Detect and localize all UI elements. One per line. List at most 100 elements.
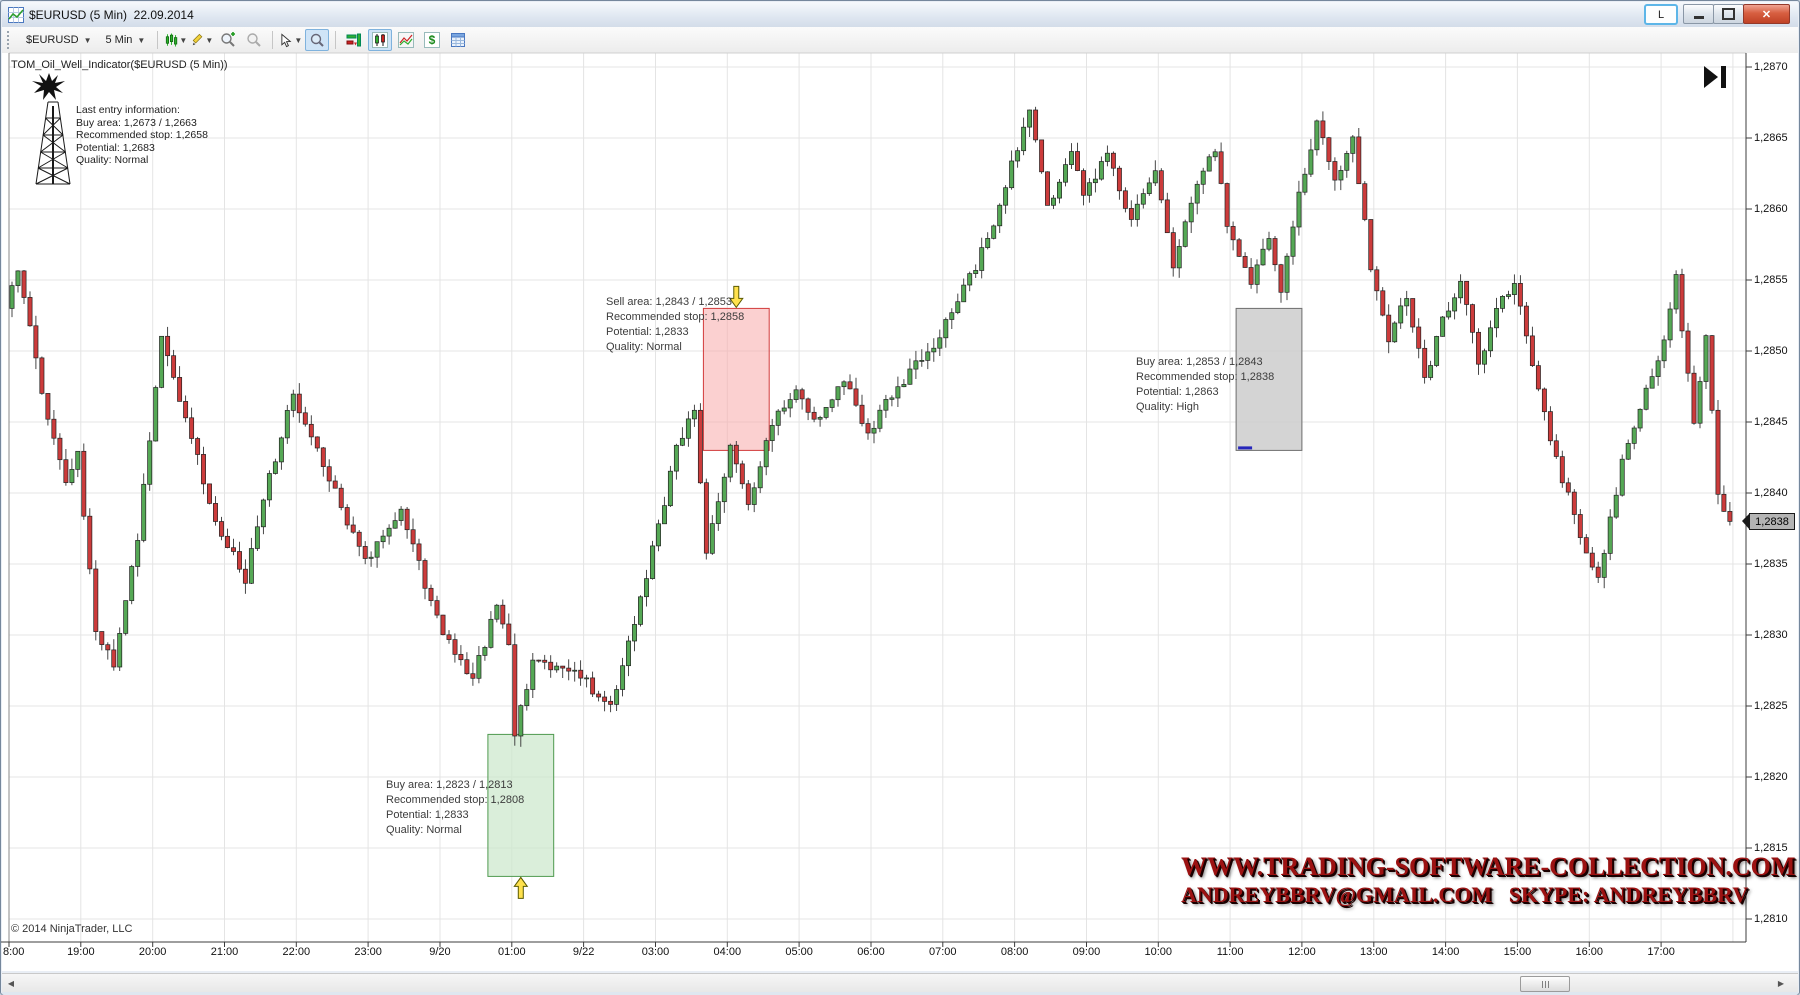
chevron-down-icon: ▼: [205, 35, 214, 45]
link-button[interactable]: L: [1644, 4, 1678, 25]
instrument-selector[interactable]: $EURUSD ▼: [19, 31, 99, 49]
x-axis-label: 03:00: [641, 946, 670, 958]
cursor-tool-button[interactable]: ▼: [279, 29, 303, 51]
y-axis-label: 1,2860: [1754, 203, 1788, 215]
x-axis-label: 9/22: [572, 946, 595, 958]
chevron-down-icon: ▼: [179, 35, 188, 45]
last-entry-line: Recommended stop: 1,2658: [76, 129, 208, 141]
annotation-line: Quality: Normal: [606, 341, 682, 353]
chart-style-button[interactable]: ▼: [164, 29, 188, 51]
y-axis-label: 1,2855: [1754, 274, 1788, 286]
chevron-down-icon: ▼: [83, 35, 92, 45]
line-chart-icon: [398, 32, 415, 48]
x-axis-label: 19:00: [67, 946, 95, 958]
maximize-button[interactable]: [1713, 4, 1744, 24]
chart-type-candle-button[interactable]: [368, 29, 393, 51]
chart-region[interactable]: [2, 53, 1798, 971]
y-axis-label: 1,2870: [1754, 61, 1788, 73]
x-axis-label: 14:00: [1431, 946, 1460, 958]
x-axis-label: 9/20: [429, 946, 451, 958]
x-axis-label: 12:00: [1288, 946, 1316, 958]
cursor-icon: [281, 32, 292, 47]
chevron-down-icon: ▼: [137, 35, 146, 45]
x-axis-label: 17:00: [1647, 946, 1675, 958]
horizontal-scrollbar[interactable]: ◀ ▶: [2, 973, 1798, 994]
y-axis-label: 1,2815: [1754, 842, 1788, 854]
x-axis-label: 13:00: [1360, 946, 1388, 958]
table-grid-icon: [451, 33, 466, 47]
window-title: $EURUSD (5 Min) 22.09.2014: [29, 7, 194, 22]
y-axis-label: 1,2825: [1754, 700, 1788, 712]
toolbar-separator: [272, 31, 274, 49]
last-entry-line: Last entry information:: [76, 104, 180, 116]
y-axis-label: 1,2840: [1754, 487, 1788, 499]
annotation-line: Buy area: 1,2853 / 1,2843: [1136, 356, 1263, 368]
close-icon: ✕: [1761, 8, 1772, 21]
zoom-in-icon: [221, 32, 236, 47]
sell-area-annotation: Sell area: 1,2843 / 1,2853 Recommended s…: [606, 295, 744, 355]
scrollbar-thumb[interactable]: [1520, 976, 1570, 992]
x-axis-label: 01:00: [498, 946, 526, 958]
x-axis-label: 08:00: [1000, 946, 1029, 958]
svg-text:$: $: [429, 33, 436, 47]
chart-type-line-button[interactable]: [394, 29, 418, 51]
buy-area-annotation: Buy area: 1,2823 / 1,2813 Recommended st…: [386, 778, 524, 838]
last-entry-line: Potential: 1,2683: [76, 141, 155, 154]
x-axis-label: 22:00: [282, 946, 311, 958]
x-axis-label: 21:00: [210, 946, 239, 958]
bid-ask-bars-icon: [346, 33, 362, 47]
chart-window-icon: [8, 6, 24, 23]
dollar-icon: $: [424, 32, 441, 48]
drawing-tools-button[interactable]: ▼: [190, 29, 214, 51]
pencil-icon: [193, 33, 203, 45]
last-entry-line: Quality: Normal: [76, 154, 149, 166]
minimize-button[interactable]: [1683, 4, 1714, 24]
annotation-line: Potential: 1,2833: [386, 809, 469, 821]
title-bar[interactable]: $EURUSD (5 Min) 22.09.2014 L ✕: [2, 2, 1798, 28]
copyright-label: © 2014 NinjaTrader, LLC: [11, 923, 133, 935]
y-axis-label: 1,2845: [1754, 416, 1788, 428]
chevron-down-icon: ▼: [294, 35, 303, 45]
buy-area-high-annotation: Buy area: 1,2853 / 1,2843 Recommended st…: [1136, 355, 1274, 415]
x-axis-label: 10:00: [1144, 946, 1173, 958]
zoom-out-button[interactable]: [242, 29, 266, 51]
x-axis-label: 11:00: [1216, 946, 1244, 958]
zoom-in-button[interactable]: [216, 29, 240, 51]
window-bottom-border: [2, 992, 1798, 995]
minimize-icon: [1693, 16, 1704, 19]
annotation-line: Potential: 1,2833: [606, 326, 689, 338]
scroll-left-button[interactable]: ◀: [7, 979, 15, 988]
magnifier-icon: [311, 33, 325, 47]
annotation-line: Potential: 1,2863: [1136, 386, 1219, 398]
y-axis-label: 1,2865: [1754, 132, 1788, 144]
toolbar-grip[interactable]: [7, 31, 13, 49]
x-axis-label: 23:00: [354, 946, 382, 958]
zoom-out-icon: [247, 33, 262, 47]
y-axis-label: 1,2810: [1754, 913, 1788, 925]
toolbar: $EURUSD ▼ 5 Min ▼ ▼ ▼: [2, 27, 1798, 54]
candlestick-style-icon: [166, 33, 178, 47]
x-axis-label: 15:00: [1503, 946, 1532, 958]
x-axis-label: 04:00: [713, 946, 742, 958]
annotation-line: Sell area: 1,2843 / 1,2853: [606, 296, 732, 308]
annotation-line: Recommended stop: 1,2808: [386, 794, 525, 806]
close-button[interactable]: ✕: [1743, 4, 1790, 24]
x-axis-label: 09:00: [1072, 946, 1101, 958]
x-axis-label: 20:00: [138, 946, 167, 958]
annotation-line: Buy area: 1,2823 / 1,2813: [386, 779, 513, 791]
oil-splat-icon: [32, 73, 65, 100]
data-grid-button[interactable]: [446, 29, 470, 51]
last-entry-line: Buy area: 1,2673 / 1,2663: [76, 116, 197, 129]
interval-label: 5 Min: [105, 34, 133, 46]
last-entry-info: Last entry information: Buy area: 1,2673…: [76, 104, 208, 167]
fundamental-data-button[interactable]: $: [420, 29, 444, 51]
crosshair-zoom-button[interactable]: [305, 29, 330, 51]
interval-selector[interactable]: 5 Min ▼: [99, 31, 153, 49]
toolbar-separator: [335, 31, 337, 49]
scroll-right-button[interactable]: ▶: [1777, 979, 1785, 988]
market-analyzer-button[interactable]: [342, 29, 366, 51]
x-axis-label: 06:00: [857, 946, 885, 958]
annotation-line: Recommended stop: 1,2838: [1136, 371, 1275, 383]
watermark-site: WWW.TRADING-SOFTWARE-COLLECTION.COM: [1181, 852, 1796, 881]
annotation-line: Quality: High: [1136, 401, 1199, 413]
